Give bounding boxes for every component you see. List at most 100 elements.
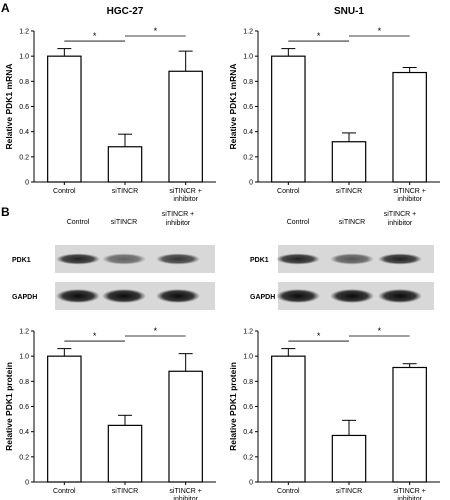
- bar: [392, 71, 427, 183]
- y-axis-label: Relative PDK1 mRNA: [228, 64, 238, 150]
- y-tick-label: 1.2: [19, 329, 29, 336]
- y-tick-label: 1.0: [19, 354, 29, 361]
- chart-title: HGC-27: [107, 6, 144, 17]
- significance-star: *: [93, 31, 97, 41]
- blot-header: Control: [287, 219, 310, 226]
- chart-2: SNU-1 Relative PDK1 mRNA 0 0.2 0.4 0.6 0.8 1.0 1…: [228, 6, 440, 203]
- significance-star: *: [317, 31, 321, 41]
- x-tick-label: inhibitor: [397, 496, 422, 500]
- significance-star: *: [378, 26, 382, 36]
- y-tick-label: 1.2: [19, 29, 29, 36]
- blot-band: [56, 253, 100, 265]
- blot-band: [156, 289, 200, 303]
- bar: [392, 366, 427, 483]
- significance-star: *: [154, 326, 158, 336]
- bar: [271, 55, 306, 183]
- blot-band: [378, 253, 422, 265]
- y-tick-label: 0: [249, 180, 253, 187]
- blot-2: Control siTINCR siTINCR + inhibitor PDK1 GAPD…: [250, 211, 434, 310]
- y-tick-label: 0: [249, 480, 253, 487]
- x-tick-label: siTINCR +: [393, 488, 425, 495]
- y-tick-label: 1.2: [243, 329, 253, 336]
- blot-header: siTINCR +: [384, 211, 416, 218]
- western-blots: Control siTINCR siTINCR + inhibitor PDK1 GAPD…: [12, 211, 434, 310]
- y-axis-label: Relative PDK1 protein: [4, 362, 14, 451]
- y-tick-label: 0.2: [243, 454, 253, 461]
- significance-star: *: [378, 326, 382, 336]
- significance-star: *: [93, 331, 97, 341]
- chart-1: HGC-27 Relative PDK1 mRNA 0 0.2 0.4 0.6 0.8 1.0…: [4, 6, 216, 203]
- blot-row-label: GAPDH: [12, 294, 37, 301]
- blot-headers: Control siTINCR siTINCR + inhibitor: [67, 211, 195, 227]
- bar: [47, 55, 82, 183]
- panel-letter-a: A: [1, 1, 10, 15]
- blot-band: [276, 253, 320, 265]
- bar: [168, 370, 203, 483]
- y-axis-label: Relative PDK1 mRNA: [4, 64, 14, 150]
- x-tick-label: siTINCR +: [169, 188, 201, 195]
- y-axis-label: Relative PDK1 protein: [228, 362, 238, 451]
- blot-headers: Control siTINCR siTINCR + inhibitor: [287, 211, 417, 227]
- chart-3: Relative PDK1 protein 0 0.2 0.4 0.6 0.8 1.0 1.2…: [4, 326, 216, 500]
- blot-band: [378, 289, 422, 303]
- y-tick-label: 0.2: [243, 154, 253, 161]
- y-tick-label: 0.4: [19, 429, 29, 436]
- y-tick-label: 0.2: [19, 154, 29, 161]
- y-tick-label: 0.6: [19, 104, 29, 111]
- x-tick-label: siTINCR: [112, 188, 138, 195]
- blot-row-label: PDK1: [250, 257, 269, 264]
- blot-band: [276, 289, 320, 303]
- x-tick-label: siTINCR: [112, 488, 138, 495]
- blot-header: siTINCR: [339, 219, 365, 226]
- x-tick-label: siTINCR: [336, 188, 362, 195]
- y-tick-label: 0.6: [19, 404, 29, 411]
- x-tick-label: Control: [277, 188, 300, 195]
- blot-band: [102, 289, 146, 303]
- bar: [47, 355, 82, 483]
- y-tick-label: 1.0: [19, 54, 29, 61]
- y-tick-label: 0.2: [19, 454, 29, 461]
- y-tick-label: 0: [25, 180, 29, 187]
- blot-band: [330, 289, 374, 303]
- blot-row-label: PDK1: [12, 257, 31, 264]
- y-tick-label: 0.8: [19, 79, 29, 86]
- x-tick-label: Control: [53, 488, 76, 495]
- x-tick-label: Control: [53, 188, 76, 195]
- chart-title: SNU-1: [334, 6, 364, 17]
- x-tick-label: inhibitor: [173, 196, 198, 203]
- x-tick-label: inhibitor: [397, 196, 422, 203]
- bar: [331, 434, 367, 483]
- y-tick-label: 0.8: [243, 379, 253, 386]
- blot-header: Control: [67, 219, 90, 226]
- x-tick-label: Control: [277, 488, 300, 495]
- y-tick-label: 0.6: [243, 404, 253, 411]
- x-tick-label: inhibitor: [173, 496, 198, 500]
- blot-1: Control siTINCR siTINCR + inhibitor PDK1 GAPD…: [12, 211, 215, 310]
- y-tick-label: 0.8: [243, 79, 253, 86]
- bar: [271, 355, 306, 483]
- y-tick-label: 0: [25, 480, 29, 487]
- y-tick-label: 0.6: [243, 104, 253, 111]
- significance-star: *: [317, 331, 321, 341]
- x-tick-label: siTINCR +: [169, 488, 201, 495]
- bar: [107, 146, 143, 183]
- bar: [107, 424, 143, 483]
- blot-band: [102, 253, 146, 265]
- chart-4: Relative PDK1 protein 0 0.2 0.4 0.6 0.8 1.0 1.2…: [228, 326, 440, 500]
- y-tick-label: 1.2: [243, 29, 253, 36]
- blot-row-label: GAPDH: [250, 294, 275, 301]
- x-tick-label: siTINCR: [336, 488, 362, 495]
- y-tick-label: 1.0: [243, 54, 253, 61]
- blot-header: siTINCR +: [162, 211, 194, 218]
- blot-header: siTINCR: [111, 219, 137, 226]
- blot-band: [56, 289, 100, 303]
- y-tick-label: 0.4: [243, 429, 253, 436]
- blot-header: inhibitor: [166, 220, 191, 227]
- significance-star: *: [154, 26, 158, 36]
- x-tick-label: siTINCR +: [393, 188, 425, 195]
- blot-band: [330, 253, 374, 265]
- bar: [168, 70, 203, 183]
- y-tick-label: 0.4: [243, 129, 253, 136]
- blot-band: [156, 253, 200, 265]
